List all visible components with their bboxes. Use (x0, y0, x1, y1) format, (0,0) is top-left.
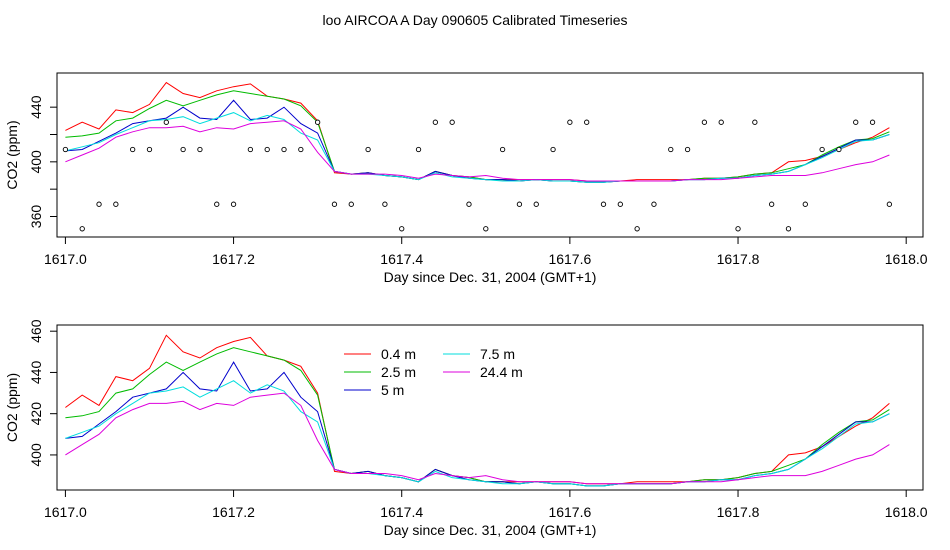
series-line-2-5-mm (65, 90, 890, 183)
cal-point (298, 146, 304, 153)
series-line-2-5-mm (65, 347, 890, 487)
legend-label: 7.5 m (480, 346, 515, 362)
cal-point (247, 146, 254, 153)
cal-point (567, 119, 573, 125)
cal-point (62, 146, 69, 153)
cal-point (163, 119, 169, 125)
cal-point (533, 201, 539, 207)
cal-point (869, 119, 876, 125)
cal-point (348, 201, 354, 207)
plot-frame (56, 324, 924, 491)
series-line-7-5-mm (65, 112, 890, 183)
series-line-24-4-mm (65, 392, 890, 485)
series-group (62, 81, 893, 232)
cal-point (701, 119, 708, 125)
cal-point (516, 201, 523, 207)
x-axis-label: Day since Dec. 31, 2004 (GMT+1) (384, 522, 597, 538)
y-tick-label: 360 (28, 205, 44, 229)
cal-point (684, 146, 691, 153)
cal-point (281, 146, 287, 153)
series-group (65, 334, 890, 487)
series-line-0-4-mm (65, 334, 890, 485)
x-tick-label: 1617.8 (717, 504, 760, 520)
cal-point (365, 146, 371, 153)
cal-point (146, 146, 153, 153)
x-tick-label: 1617.8 (717, 251, 760, 267)
cal-point (668, 146, 674, 153)
y-tick-label: 440 (28, 361, 44, 385)
cal-point (499, 146, 506, 153)
cal-point (735, 226, 741, 232)
cal-point (617, 201, 623, 207)
x-tick-label: 1617.2 (212, 504, 255, 520)
cal-point (130, 146, 136, 153)
y-tick-label: 460 (28, 319, 44, 343)
x-tick-label: 1617.6 (548, 504, 591, 520)
cal-point (113, 201, 119, 207)
x-tick-label: 1617.4 (380, 251, 423, 267)
cal-point (651, 201, 657, 207)
x-tick-label: 1617.4 (380, 504, 423, 520)
cal-point (264, 146, 270, 153)
cal-point (415, 146, 422, 153)
series-line-5-mm (65, 361, 890, 487)
cal-point (449, 119, 455, 125)
cal-point (214, 201, 220, 207)
cal-point (382, 201, 388, 207)
cal-point (432, 119, 438, 125)
legend-label: 2.5 m (381, 364, 416, 380)
x-tick-label: 1617.0 (44, 504, 87, 520)
cal-point (197, 146, 203, 153)
cal-point (466, 201, 472, 207)
top-panel: 1617.0 1617.2 1617.4 1617.6 1617.8 1618.0 Day … (4, 72, 928, 285)
cal-point (836, 146, 842, 153)
series-line-7-5-mm (65, 380, 890, 487)
y-tick-label: 420 (28, 402, 44, 426)
cal-point (230, 201, 237, 207)
cal-point (584, 119, 590, 125)
x-tick-label: 1617.0 (44, 251, 87, 267)
cal-point (399, 226, 405, 232)
cal-point (550, 146, 556, 153)
cal-point (718, 119, 724, 125)
y-tick-label: 400 (28, 150, 44, 174)
cal-point (331, 201, 338, 207)
x-axis-label: Day since Dec. 31, 2004 (GMT+1) (384, 269, 597, 285)
series-line-0-4-mm (65, 81, 890, 182)
cal-point (785, 226, 792, 232)
figure-title: loo AIRCOA A Day 090605 Calibrated Times… (322, 12, 627, 28)
cal-point (802, 201, 808, 207)
legend-label: 5 m (381, 382, 404, 398)
legend-label: 0.4 m (381, 346, 416, 362)
cal-point (314, 119, 321, 125)
bottom-panel: 1617.0 1617.2 1617.4 1617.6 1617.8 1618.0 Day … (4, 319, 928, 538)
cal-point (752, 119, 758, 125)
cal-point (600, 201, 607, 207)
cal-point (886, 201, 893, 207)
cal-point (769, 201, 775, 207)
y-axis-label: CO2 (ppm) (4, 120, 20, 189)
legend: 0.4 m 2.5 m 5 m 7.5 m 24.4 m (344, 346, 523, 398)
y-tick-label: 400 (28, 443, 44, 467)
cal-point (634, 226, 640, 232)
x-tick-label: 1617.2 (212, 251, 255, 267)
y-axis-label: CO2 (ppm) (4, 373, 20, 442)
y-tick-label: 440 (28, 95, 44, 119)
cal-point (853, 119, 859, 125)
cal-point (483, 226, 489, 232)
cal-point (180, 146, 186, 153)
series-line-24-4-mm (65, 120, 890, 182)
legend-label: 24.4 m (480, 364, 523, 380)
cal-point (819, 146, 825, 153)
cal-point (96, 201, 102, 207)
cal-point (79, 226, 85, 232)
series-line-5-mm (65, 99, 890, 183)
x-tick-label: 1617.6 (548, 251, 591, 267)
x-tick-label: 1618.0 (885, 251, 928, 267)
x-tick-label: 1618.0 (885, 504, 928, 520)
plot-frame (56, 72, 924, 238)
